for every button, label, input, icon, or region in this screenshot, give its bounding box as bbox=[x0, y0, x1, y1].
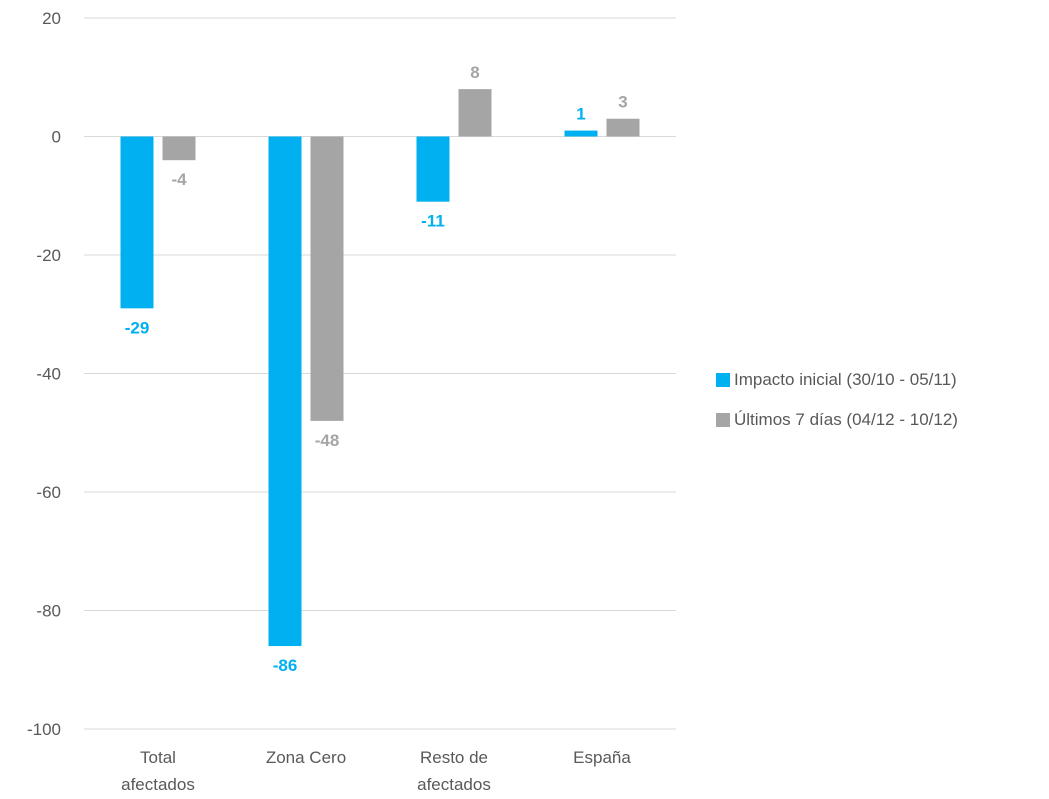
bar bbox=[458, 89, 492, 137]
bar bbox=[606, 118, 640, 137]
x-category-label: Zona Cero bbox=[266, 748, 346, 767]
data-label: -86 bbox=[273, 656, 298, 675]
x-category-label: afectados bbox=[121, 775, 195, 794]
data-label: -48 bbox=[315, 431, 340, 450]
legend-item-ultimos-7-dias: Últimos 7 días (04/12 - 10/12) bbox=[716, 410, 958, 430]
bar bbox=[120, 136, 154, 309]
data-label: 8 bbox=[470, 63, 479, 82]
y-tick-label: -100 bbox=[27, 720, 61, 739]
data-label: -29 bbox=[125, 318, 150, 337]
data-label: 3 bbox=[618, 93, 627, 112]
x-category-label: afectados bbox=[417, 775, 491, 794]
chart-legend: Impacto inicial (30/10 - 05/11) Últimos … bbox=[716, 370, 958, 450]
data-label: 1 bbox=[576, 105, 585, 124]
bar bbox=[268, 136, 302, 647]
legend-swatch-ultimos-7-dias bbox=[716, 413, 730, 427]
legend-item-impacto-inicial: Impacto inicial (30/10 - 05/11) bbox=[716, 370, 958, 390]
legend-swatch-impacto-inicial bbox=[716, 373, 730, 387]
x-category-label: España bbox=[573, 748, 631, 767]
bar bbox=[564, 130, 598, 137]
data-label: -11 bbox=[421, 212, 445, 231]
x-category-label: Total bbox=[140, 748, 176, 767]
y-tick-label: 20 bbox=[42, 9, 61, 28]
legend-label-ultimos-7-dias: Últimos 7 días (04/12 - 10/12) bbox=[734, 410, 958, 429]
x-category-label: Resto de bbox=[420, 748, 488, 767]
y-tick-label: -40 bbox=[36, 365, 61, 384]
y-tick-label: -60 bbox=[36, 483, 61, 502]
bar bbox=[310, 136, 344, 421]
legend-label-impacto-inicial: Impacto inicial (30/10 - 05/11) bbox=[734, 370, 957, 389]
bar bbox=[416, 136, 450, 202]
data-label: -4 bbox=[171, 170, 187, 189]
y-tick-label: -80 bbox=[36, 602, 61, 621]
bar bbox=[162, 136, 196, 161]
y-tick-label: 0 bbox=[52, 128, 61, 147]
y-tick-label: -20 bbox=[36, 246, 61, 265]
